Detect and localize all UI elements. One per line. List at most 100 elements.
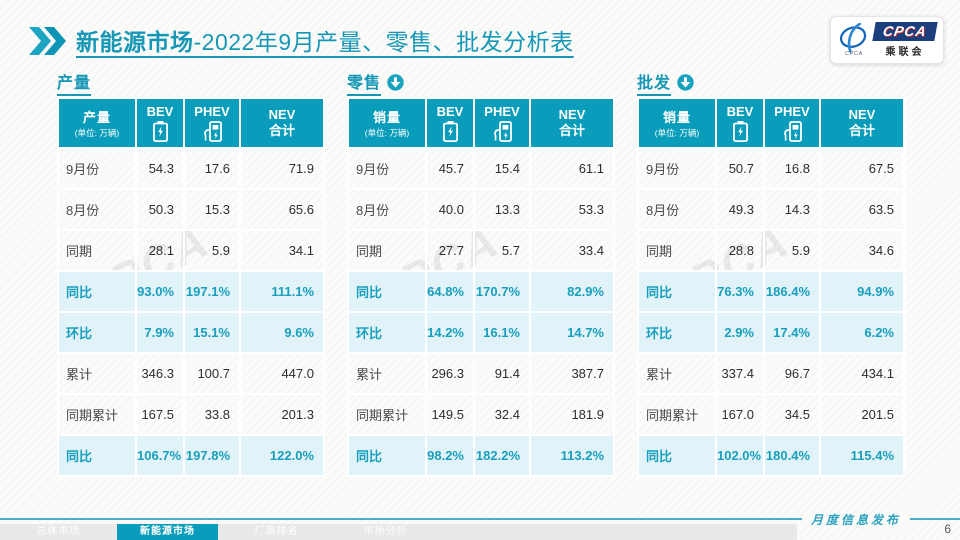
cpca-swoosh-icon: CPCA	[838, 23, 870, 57]
bev-value: 54.3	[135, 147, 185, 190]
cpca-logo: CPCA CPCA 乘联会	[830, 16, 944, 64]
row-label: 同比	[57, 434, 137, 477]
page-title-rest: -2022年9月产量、零售、批发分析表	[193, 29, 574, 55]
cpca-acronym: CPCA	[872, 22, 938, 41]
bev-header-cell: BEV	[425, 97, 475, 149]
table-row: 累计 337.4 96.7 434.1	[637, 352, 905, 395]
bev-value: 167.0	[715, 393, 765, 436]
nev-label-line2: 合计	[848, 123, 875, 138]
phev-value: 17.4%	[763, 311, 821, 354]
row-label: 8月份	[347, 188, 427, 231]
nev-label-line1: NEV	[558, 107, 586, 123]
footer-tab-overall-market[interactable]: 总体市场	[36, 526, 81, 537]
bev-value: 14.2%	[425, 311, 475, 354]
battery-icon	[717, 120, 763, 142]
retail-table: 销量 (单位: 万辆) BEV PHEV NEV 合计 9月份 45.7 15.4 61.1 8月份…	[347, 97, 615, 477]
bev-value: 7.9%	[135, 311, 185, 354]
down-arrow-icon	[677, 74, 694, 91]
table-row: 8月份 40.0 13.3 53.3	[347, 188, 615, 231]
row-label: 同期	[347, 229, 427, 272]
nev-value: 181.9	[529, 393, 615, 436]
footer-rule: 月度信息发布	[0, 512, 960, 527]
table-row: 同比 64.8% 170.7% 82.9%	[347, 270, 615, 313]
phev-value: 96.7	[763, 352, 821, 395]
table-row: 同期 28.1 5.9 34.1	[57, 229, 325, 272]
row-label: 累计	[637, 352, 717, 395]
nev-value: 113.2%	[529, 434, 615, 477]
cpca-logo-text: CPCA 乘联会	[872, 22, 938, 58]
row-label: 环比	[347, 311, 427, 354]
measure-label: 销量	[372, 110, 401, 125]
phev-header-cell: PHEV	[183, 97, 241, 149]
bev-value: 50.7	[715, 147, 765, 190]
nev-value: 53.3	[529, 188, 615, 231]
nev-label-line2: 合计	[558, 123, 585, 138]
bev-value: 167.5	[135, 393, 185, 436]
footer-tab-new-energy-market[interactable]: 新能源市场	[117, 524, 218, 540]
phev-value: 5.9	[763, 229, 821, 272]
page-number: 6	[944, 522, 951, 536]
bev-value: 98.2%	[425, 434, 475, 477]
bev-value: 28.1	[135, 229, 185, 272]
nev-value: 434.1	[819, 352, 905, 395]
footer-note: 月度信息发布	[810, 512, 901, 527]
nev-label-line2: 合计	[268, 123, 295, 138]
unit-label: (单位: 万辆)	[74, 128, 120, 138]
row-label: 同期累计	[57, 393, 137, 436]
phev-value: 15.4	[473, 147, 531, 190]
bev-value: 45.7	[425, 147, 475, 190]
nev-value: 387.7	[529, 352, 615, 395]
table-row: 9月份 45.7 15.4 61.1	[347, 147, 615, 190]
row-label: 累计	[57, 352, 137, 395]
unit-label: (单位: 万辆)	[364, 128, 410, 138]
table-row: 8月份 50.3 15.3 65.6	[57, 188, 325, 231]
phev-value: 180.4%	[763, 434, 821, 477]
phev-value: 14.3	[763, 188, 821, 231]
measure-label: 产量	[82, 110, 111, 125]
page-title: 新能源市场-2022年9月产量、零售、批发分析表	[76, 23, 574, 57]
footer-tab-market-analysis[interactable]: 市场分析	[363, 526, 408, 537]
table-row: 同比 93.0% 197.1% 111.1%	[57, 270, 325, 313]
table-row: 同期 28.8 5.9 34.6	[637, 229, 905, 272]
phev-label: PHEV	[484, 104, 520, 120]
table-row: 同期累计 167.5 33.8 201.3	[57, 393, 325, 436]
row-label: 9月份	[347, 147, 427, 190]
production-section-title: 产量	[57, 69, 92, 96]
wholesale-section-header: 批发	[637, 70, 903, 96]
table-row: 8月份 49.3 14.3 63.5	[637, 188, 905, 231]
bev-label: BEV	[146, 104, 174, 120]
measure-header-cell: 销量 (单位: 万辆)	[347, 97, 427, 149]
phev-value: 16.8	[763, 147, 821, 190]
row-label: 同比	[637, 270, 717, 313]
nev-value: 67.5	[819, 147, 905, 190]
bev-header-cell: BEV	[715, 97, 765, 149]
nev-value: 61.1	[529, 147, 615, 190]
nev-value: 201.5	[819, 393, 905, 436]
phev-value: 5.9	[183, 229, 241, 272]
nev-value: 201.3	[239, 393, 325, 436]
row-label: 同比	[57, 270, 137, 313]
row-label: 同比	[347, 270, 427, 313]
page-title-bold: 新能源市场	[76, 29, 194, 55]
nev-value: 34.1	[239, 229, 325, 272]
row-label: 同比	[347, 434, 427, 477]
bev-value: 50.3	[135, 188, 185, 231]
table-row: 同比 102.0% 180.4% 115.4%	[637, 434, 905, 477]
wholesale-table: 销量 (单位: 万辆) BEV PHEV NEV 合计 9月份 50.7 16.8 67.5 8月份…	[637, 97, 905, 477]
footer-rule-line-right	[910, 518, 960, 520]
tables-row: 产量CPCA乘联会产量(单位: 万辆)BEVPHEVNEV合计9月份54.317…	[57, 69, 905, 477]
table-header-row: 产量 (单位: 万辆) BEV PHEV NEV 合计	[57, 97, 325, 149]
table-header-row: 销量 (单位: 万辆) BEV PHEV NEV 合计	[637, 97, 905, 149]
charger-icon	[765, 120, 819, 142]
retail-section-header: 零售	[347, 70, 613, 96]
bev-value: 106.7%	[135, 434, 185, 477]
table-row: 同期累计 149.5 32.4 181.9	[347, 393, 615, 436]
table-row: 同比 76.3% 186.4% 94.9%	[637, 270, 905, 313]
phev-value: 13.3	[473, 188, 531, 231]
unit-label: (单位: 万辆)	[654, 128, 700, 138]
battery-icon	[427, 120, 473, 142]
footer-tab-oem-ranking[interactable]: 厂商排名	[254, 526, 299, 537]
nev-value: 65.6	[239, 188, 325, 231]
table-row: 环比 2.9% 17.4% 6.2%	[637, 311, 905, 354]
